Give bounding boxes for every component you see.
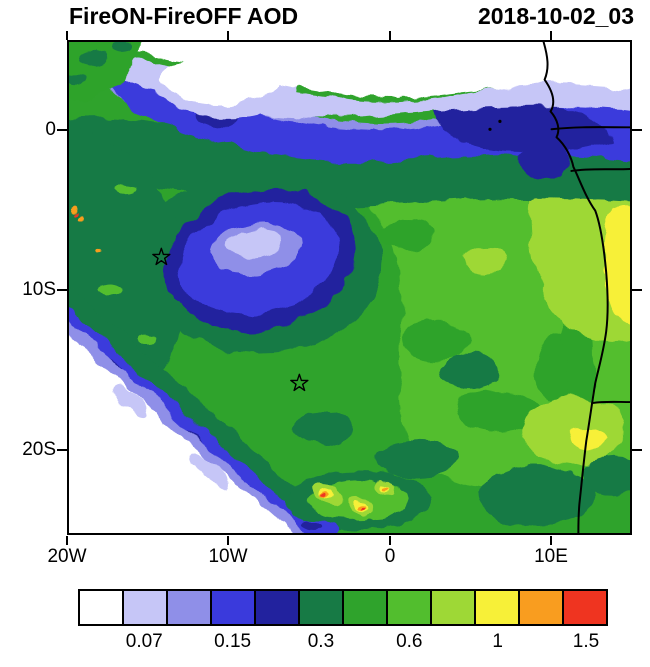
country-border xyxy=(591,400,630,405)
colorbar-label-spacer xyxy=(520,631,564,653)
star-marker xyxy=(290,373,309,392)
y-tick-label-20s: 20S xyxy=(22,439,56,460)
colorbar xyxy=(78,589,608,626)
colorbar-label-spacer xyxy=(78,631,122,653)
colorbar-tick-label: 0.07 xyxy=(125,631,163,652)
colorbar-cell xyxy=(122,591,166,624)
island-dot xyxy=(488,127,492,131)
plot-title: FireON-FireOFF AOD xyxy=(69,3,299,29)
axis-tick xyxy=(66,31,68,40)
x-tick-label-20w: 20W xyxy=(47,546,87,567)
central-minimum-oval xyxy=(165,189,356,332)
colorbar-cell xyxy=(474,591,518,624)
country-border xyxy=(550,126,630,131)
contour-field-greens xyxy=(347,137,630,494)
colorbar-tick-label: 0.3 xyxy=(307,631,335,652)
colorbar-cell xyxy=(166,591,210,624)
axis-tick xyxy=(632,129,642,131)
colorbar-cell xyxy=(562,591,606,624)
colorbar-cell xyxy=(298,591,342,624)
island-dot xyxy=(498,119,502,123)
colorbar-tick-label: 0.6 xyxy=(396,631,423,652)
colorbar-cell xyxy=(80,591,122,624)
colorbar-tick-label: 1 xyxy=(492,631,503,652)
southwest-white-wedge xyxy=(69,287,339,533)
colorbar-labels: 0.07 0.15 0.3 0.6 1 1.5 xyxy=(78,631,608,653)
axis-tick xyxy=(227,536,229,545)
aod-contour-map xyxy=(69,42,630,533)
colorbar-cell xyxy=(518,591,562,624)
date-label: 2018-10-02_03 xyxy=(477,3,634,29)
axis-tick xyxy=(389,31,391,40)
axis-tick xyxy=(57,449,67,451)
colorbar-label-spacer xyxy=(166,631,210,653)
colorbar-cell xyxy=(430,591,474,624)
colorbar-cell xyxy=(254,591,298,624)
axis-tick xyxy=(389,536,391,545)
colorbar-tick-label: 0.15 xyxy=(214,631,252,652)
colorbar-label-spacer xyxy=(343,631,387,653)
colorbar-cell xyxy=(386,591,430,624)
colorbar-label-spacer xyxy=(255,631,299,653)
axis-tick xyxy=(66,536,68,545)
axis-tick xyxy=(227,31,229,40)
north-white-band xyxy=(69,42,630,118)
axis-tick xyxy=(57,129,67,131)
colorbar-cell xyxy=(342,591,386,624)
x-tick-label-0: 0 xyxy=(384,546,396,567)
axis-tick xyxy=(550,536,552,545)
star-marker xyxy=(152,247,171,266)
colorbar-cell xyxy=(210,591,254,624)
colorbar-tick-label: 1.5 xyxy=(572,631,600,652)
axis-tick xyxy=(632,449,642,451)
coastline xyxy=(488,42,630,533)
y-tick-label-0: 0 xyxy=(45,119,56,140)
country-border xyxy=(570,167,630,172)
y-tick-label-10s: 10S xyxy=(22,279,56,300)
southern-fire-maxima xyxy=(71,206,431,533)
colorbar-label-spacer xyxy=(431,631,475,653)
axis-tick xyxy=(632,289,642,291)
map-frame xyxy=(67,40,632,535)
x-tick-label-10w: 10W xyxy=(208,546,248,567)
axis-tick xyxy=(57,289,67,291)
axis-tick xyxy=(550,31,552,40)
x-tick-label-10e: 10E xyxy=(534,546,568,567)
